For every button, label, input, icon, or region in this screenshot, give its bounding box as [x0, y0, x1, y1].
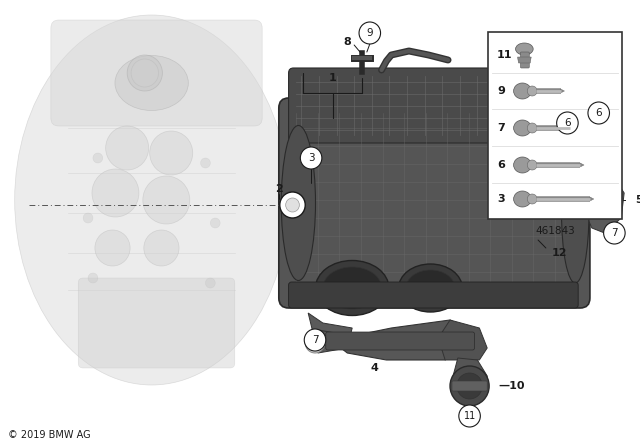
- Text: 2: 2: [275, 184, 283, 194]
- Polygon shape: [518, 57, 531, 63]
- FancyBboxPatch shape: [279, 98, 590, 308]
- Ellipse shape: [514, 191, 531, 207]
- Text: 11: 11: [463, 411, 476, 421]
- Circle shape: [450, 366, 489, 406]
- FancyBboxPatch shape: [488, 32, 622, 219]
- Circle shape: [144, 230, 179, 266]
- Polygon shape: [452, 358, 487, 393]
- Ellipse shape: [316, 260, 389, 315]
- Circle shape: [300, 147, 322, 169]
- Circle shape: [304, 329, 326, 351]
- Polygon shape: [590, 197, 594, 201]
- FancyBboxPatch shape: [289, 282, 578, 308]
- Text: 1: 1: [329, 73, 337, 83]
- Text: 6: 6: [497, 160, 505, 170]
- Polygon shape: [580, 163, 584, 167]
- Circle shape: [604, 222, 625, 244]
- Circle shape: [150, 131, 193, 175]
- Circle shape: [92, 169, 139, 217]
- Text: 4: 4: [371, 363, 379, 373]
- Polygon shape: [570, 126, 574, 130]
- Circle shape: [457, 373, 483, 399]
- Polygon shape: [308, 313, 352, 353]
- Ellipse shape: [527, 86, 537, 96]
- FancyBboxPatch shape: [452, 381, 487, 391]
- Polygon shape: [438, 320, 487, 360]
- Text: 3: 3: [308, 153, 314, 163]
- FancyBboxPatch shape: [78, 278, 235, 368]
- Text: 461843: 461843: [535, 226, 575, 236]
- FancyBboxPatch shape: [51, 20, 262, 126]
- Ellipse shape: [15, 15, 289, 385]
- Circle shape: [88, 273, 98, 283]
- Circle shape: [205, 278, 215, 288]
- Polygon shape: [318, 320, 479, 360]
- Circle shape: [95, 230, 130, 266]
- Ellipse shape: [527, 123, 537, 133]
- Ellipse shape: [323, 267, 381, 309]
- Ellipse shape: [406, 270, 455, 306]
- FancyBboxPatch shape: [326, 332, 474, 350]
- Text: 12: 12: [552, 248, 567, 258]
- Circle shape: [93, 153, 103, 163]
- Circle shape: [310, 338, 320, 348]
- Circle shape: [459, 405, 481, 427]
- Text: 6: 6: [595, 108, 602, 118]
- Polygon shape: [561, 89, 564, 93]
- Text: 7: 7: [497, 123, 505, 133]
- Text: 9: 9: [497, 86, 505, 96]
- Ellipse shape: [514, 157, 531, 173]
- Circle shape: [588, 102, 609, 124]
- Circle shape: [211, 218, 220, 228]
- Text: 5: 5: [635, 195, 640, 205]
- Text: 7: 7: [611, 228, 618, 238]
- FancyBboxPatch shape: [520, 52, 529, 68]
- Circle shape: [127, 55, 163, 91]
- Text: © 2019 BMW AG: © 2019 BMW AG: [8, 430, 90, 440]
- Ellipse shape: [527, 194, 537, 204]
- Circle shape: [280, 192, 305, 218]
- Text: 9: 9: [367, 28, 373, 38]
- Text: 8: 8: [344, 37, 351, 47]
- Ellipse shape: [527, 160, 537, 170]
- Polygon shape: [583, 178, 624, 233]
- Ellipse shape: [281, 125, 316, 280]
- Circle shape: [305, 333, 324, 353]
- Polygon shape: [583, 166, 618, 200]
- Text: 11: 11: [497, 50, 513, 60]
- Ellipse shape: [514, 120, 531, 136]
- Ellipse shape: [399, 264, 462, 312]
- Text: —10: —10: [498, 381, 524, 391]
- Circle shape: [200, 158, 211, 168]
- Ellipse shape: [516, 43, 533, 55]
- Circle shape: [359, 22, 381, 44]
- Ellipse shape: [561, 143, 589, 283]
- Ellipse shape: [514, 83, 531, 99]
- Circle shape: [131, 59, 159, 87]
- Circle shape: [106, 126, 148, 170]
- Circle shape: [83, 213, 93, 223]
- FancyBboxPatch shape: [289, 68, 582, 143]
- Text: 7: 7: [312, 335, 318, 345]
- Text: 6: 6: [564, 118, 571, 128]
- Circle shape: [285, 198, 300, 212]
- Text: 3: 3: [497, 194, 504, 204]
- Ellipse shape: [115, 56, 188, 111]
- Circle shape: [557, 112, 578, 134]
- Circle shape: [143, 176, 190, 224]
